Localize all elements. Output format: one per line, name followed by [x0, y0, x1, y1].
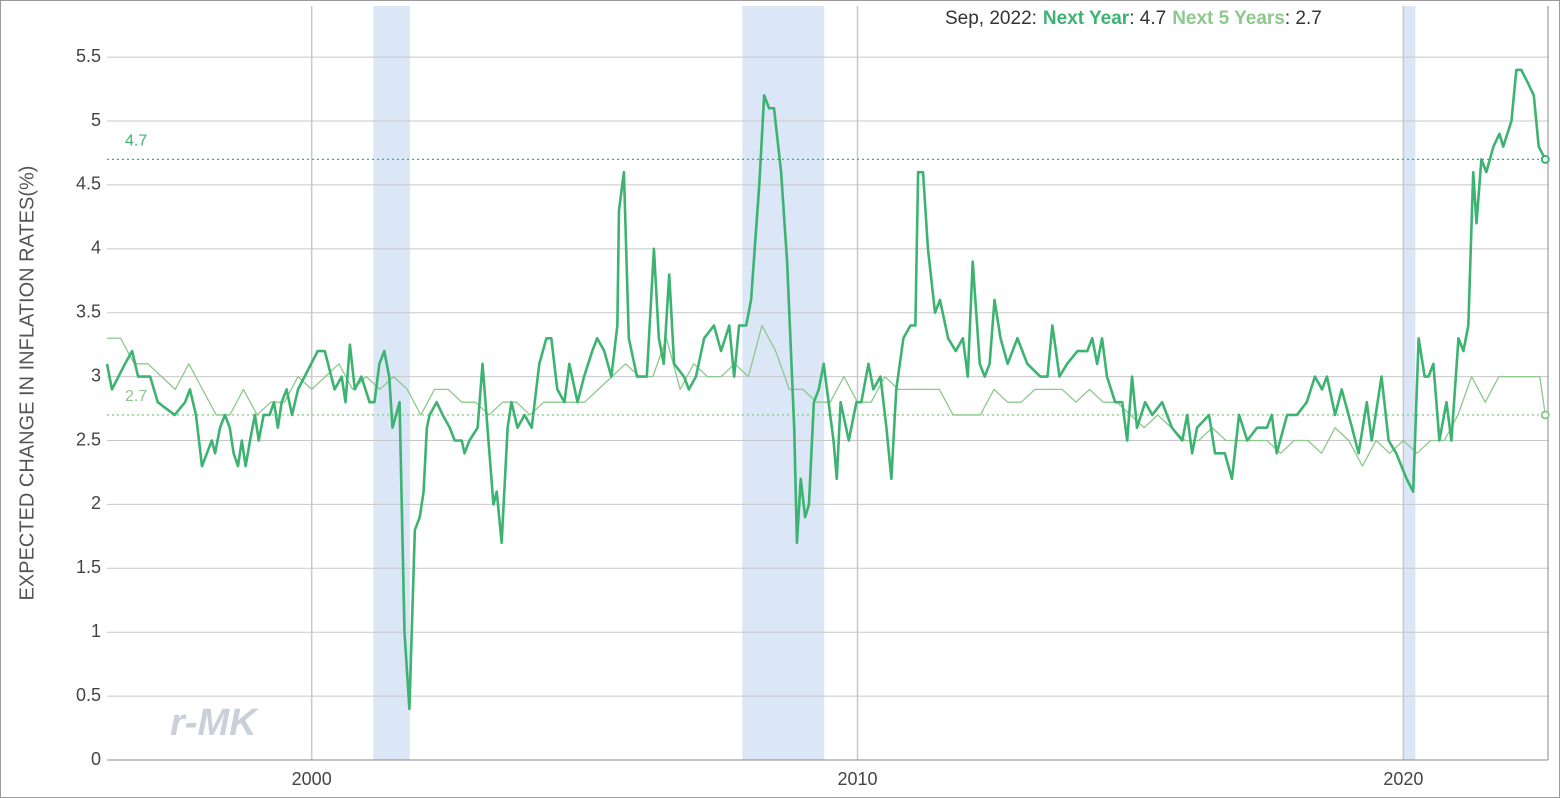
- legend-label: Next Year: [1043, 8, 1130, 29]
- legend-label: Next 5 Years: [1172, 8, 1285, 29]
- series-line: [105, 68, 1547, 711]
- y-tick-label: 4.5: [76, 174, 101, 194]
- x-tick-label: 2010: [837, 769, 877, 789]
- header-value: : 4.7: [1129, 8, 1166, 29]
- y-tick-label: 5.5: [76, 46, 101, 66]
- reference-label: 2.7: [125, 388, 147, 405]
- y-tick-label: 5: [91, 110, 101, 130]
- reference-label: 4.7: [125, 132, 147, 149]
- y-tick-label: 3: [91, 365, 101, 385]
- end-marker: [1540, 154, 1550, 164]
- y-axis-label: EXPECTED CHANGE IN INFLATION RATES(%): [16, 166, 38, 601]
- header-value: : 2.7: [1285, 8, 1322, 29]
- y-tick-label: 2.5: [76, 429, 101, 449]
- y-tick-label: 2: [91, 493, 101, 513]
- x-tick-label: 2000: [292, 769, 332, 789]
- x-tick-label: 2020: [1383, 769, 1423, 789]
- end-marker: [1540, 410, 1550, 420]
- y-tick-label: 1.5: [76, 557, 101, 577]
- y-tick-label: 0.5: [76, 685, 101, 705]
- shaded-period: [742, 6, 825, 760]
- y-tick-label: 1: [91, 621, 101, 641]
- y-tick-label: 3.5: [76, 301, 101, 321]
- watermark: r-MK: [170, 702, 259, 744]
- header: Sep, 2022: Next Year: 4.7 Next 5 Years: 2.…: [945, 8, 1322, 29]
- header-date: Sep, 2022:: [945, 8, 1037, 29]
- y-tick-label: 4: [91, 238, 101, 258]
- shaded-period: [1403, 6, 1416, 760]
- y-tick-label: 0: [91, 749, 101, 769]
